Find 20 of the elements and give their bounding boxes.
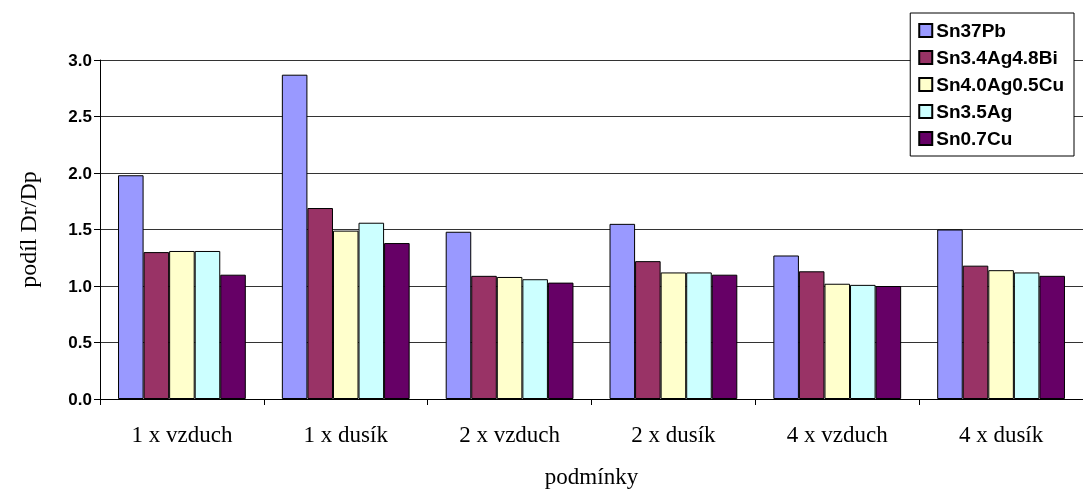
y-tick-label: 0.5 (68, 333, 92, 352)
y-tick-label: 2.5 (68, 107, 92, 126)
y-tick-label: 0.0 (68, 389, 92, 409)
x-tick-label: 2 x dusík (631, 422, 717, 447)
legend-label: Sn3.5Ag (936, 101, 1013, 122)
x-tick-label: 1 x vzduch (131, 422, 233, 447)
x-tick-label: 1 x dusík (303, 422, 389, 447)
y-tick-label: 1.5 (68, 220, 92, 239)
y-tick-label: 2.0 (68, 163, 92, 183)
legend-label: Sn0.7Cu (936, 128, 1013, 149)
y-axis-title: podíl Dr/Dp (15, 171, 41, 288)
y-tick-label: 3.0 (68, 50, 92, 70)
legend-label: Sn3.4Ag4.8Bi (936, 47, 1058, 68)
legend-label: Sn4.0Ag0.5Cu (936, 74, 1065, 95)
x-tick-label: 4 x vzduch (786, 422, 889, 447)
x-axis-title: podmínky (544, 464, 639, 489)
x-tick-label: 2 x vzduch (459, 422, 561, 447)
y-tick-label: 1.0 (68, 276, 92, 296)
x-tick-label: 4 x dusík (958, 422, 1044, 447)
legend-label: Sn37Pb (936, 20, 1006, 41)
